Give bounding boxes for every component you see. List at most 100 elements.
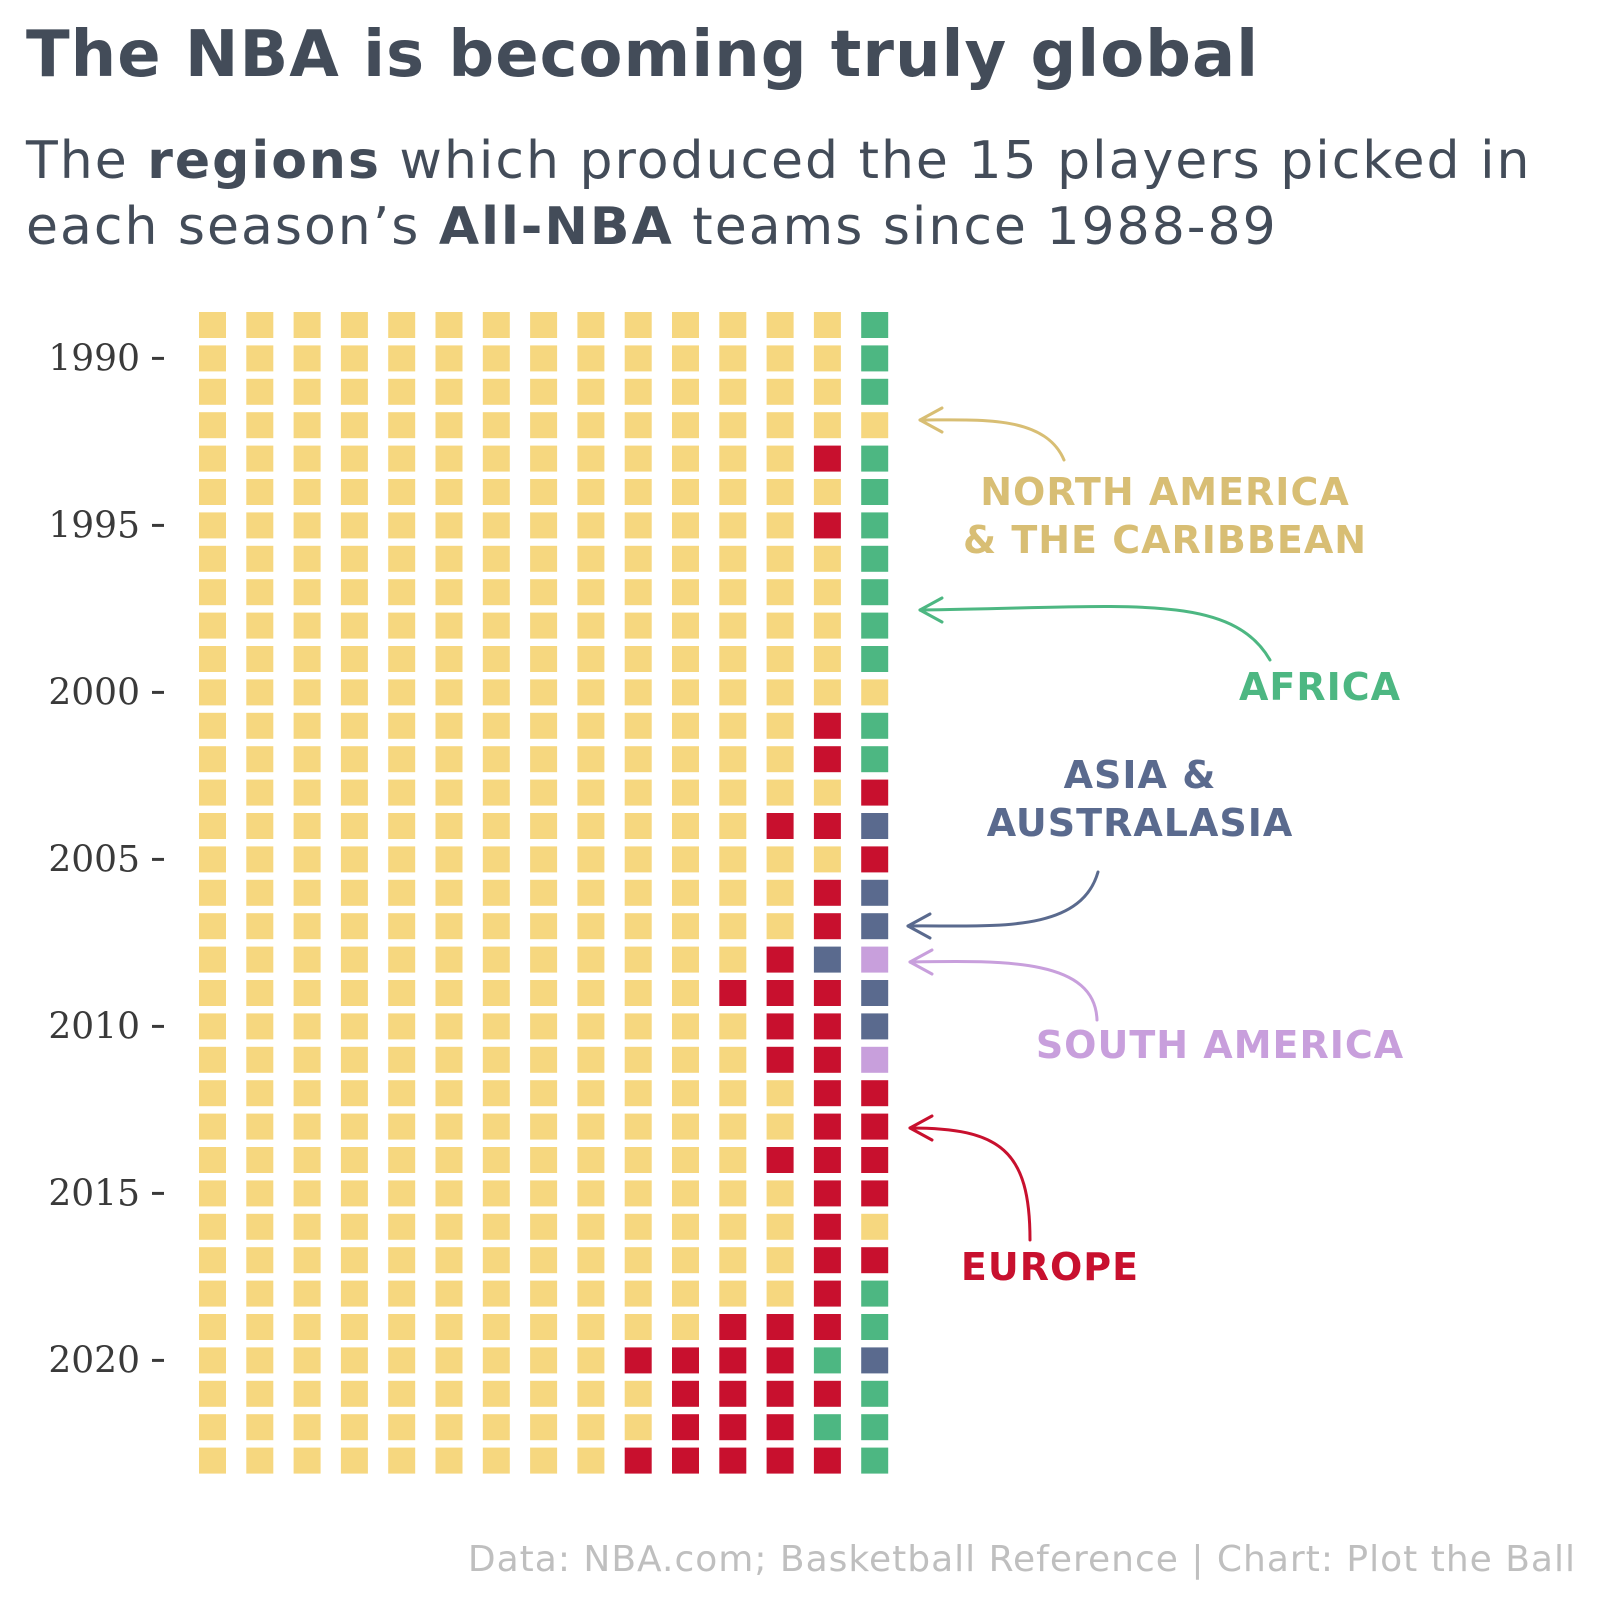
waffle-cell xyxy=(766,712,794,739)
waffle-cell xyxy=(199,479,226,505)
waffle-cell xyxy=(861,879,889,906)
waffle-cell xyxy=(435,1013,463,1040)
waffle-cell xyxy=(577,612,605,639)
waffle-cell xyxy=(435,345,463,372)
waffle-cell xyxy=(388,312,416,338)
subtitle-bold-regions: regions xyxy=(147,131,381,191)
waffle-cell xyxy=(388,712,416,739)
waffle-cell xyxy=(199,1347,226,1374)
waffle-cell xyxy=(672,1380,699,1407)
waffle-cell xyxy=(293,980,321,1006)
waffle-cell xyxy=(388,1213,416,1240)
waffle-cell xyxy=(861,579,889,606)
waffle-cell xyxy=(199,612,226,639)
waffle-cell xyxy=(719,746,747,773)
waffle-cell xyxy=(530,980,558,1006)
waffle-cell xyxy=(340,1447,368,1474)
waffle-cell xyxy=(672,879,699,906)
waffle-cell xyxy=(246,1046,274,1073)
waffle-cell xyxy=(482,412,510,439)
subtitle-text: The xyxy=(26,131,148,191)
waffle-cell xyxy=(530,946,558,973)
waffle-cell xyxy=(672,1213,699,1240)
waffle-cell xyxy=(624,1213,652,1240)
waffle-cell xyxy=(577,913,605,940)
waffle-cell xyxy=(340,1314,368,1340)
waffle-cell xyxy=(766,980,794,1006)
waffle-cell xyxy=(340,1147,368,1173)
waffle-cell xyxy=(530,1314,558,1340)
waffle-cell xyxy=(388,746,416,773)
waffle-cell xyxy=(813,1380,841,1407)
waffle-cell xyxy=(672,378,699,405)
waffle-cell xyxy=(719,879,747,906)
waffle-cell xyxy=(388,1013,416,1040)
waffle-cell xyxy=(766,312,794,338)
waffle-cell xyxy=(719,312,747,338)
waffle-cell xyxy=(813,813,841,839)
waffle-cell xyxy=(482,1080,510,1107)
waffle-cell xyxy=(719,1046,747,1073)
waffle-cell xyxy=(861,345,889,372)
waffle-cell xyxy=(719,1447,747,1474)
waffle-cell xyxy=(672,1013,699,1040)
waffle-cell xyxy=(766,512,794,539)
waffle-cell xyxy=(482,646,510,672)
waffle-cell xyxy=(482,378,510,405)
waffle-cell xyxy=(388,1414,416,1441)
waffle-cell xyxy=(577,646,605,672)
waffle-cell xyxy=(672,980,699,1006)
waffle-cell xyxy=(340,813,368,839)
waffle-cell xyxy=(861,1347,889,1374)
waffle-cell xyxy=(577,1347,605,1374)
waffle-cell xyxy=(577,512,605,539)
waffle-cell xyxy=(624,479,652,505)
waffle-cell xyxy=(293,412,321,439)
chart-title: The NBA is becoming truly global xyxy=(26,18,1260,92)
waffle-cell xyxy=(813,312,841,338)
waffle-cell xyxy=(530,679,558,706)
waffle-cell xyxy=(293,1380,321,1407)
waffle-cell xyxy=(482,1113,510,1140)
waffle-cell xyxy=(340,1280,368,1307)
waffle-cell xyxy=(672,1247,699,1274)
waffle-cell xyxy=(340,679,368,706)
waffle-cell xyxy=(624,512,652,539)
waffle-cell xyxy=(861,679,889,706)
waffle-cell xyxy=(766,1180,794,1207)
waffle-cell xyxy=(530,1080,558,1107)
waffle-cell xyxy=(482,746,510,773)
waffle-cell xyxy=(719,579,747,606)
waffle-cell xyxy=(246,445,274,472)
waffle-cell xyxy=(340,579,368,606)
waffle-cell xyxy=(530,378,558,405)
waffle-cell xyxy=(388,1147,416,1173)
waffle-cell xyxy=(861,1013,889,1040)
waffle-cell xyxy=(340,445,368,472)
waffle-cell xyxy=(624,1314,652,1340)
annotation-africa: AFRICA xyxy=(918,596,1400,709)
waffle-cell xyxy=(199,312,226,338)
waffle-cell xyxy=(388,479,416,505)
waffle-cell xyxy=(340,746,368,773)
waffle-cell xyxy=(482,980,510,1006)
waffle-cell xyxy=(435,1113,463,1140)
waffle-cell xyxy=(530,1113,558,1140)
waffle-cell xyxy=(813,512,841,539)
waffle-cell xyxy=(672,1414,699,1441)
waffle-cell xyxy=(861,813,889,839)
waffle-cell xyxy=(435,913,463,940)
waffle-cell xyxy=(388,545,416,572)
waffle-cell xyxy=(435,846,463,873)
waffle-cell xyxy=(388,1080,416,1107)
waffle-cell xyxy=(530,1013,558,1040)
waffle-cell xyxy=(388,579,416,606)
waffle-cell xyxy=(672,1180,699,1207)
waffle-cell xyxy=(340,946,368,973)
waffle-cell xyxy=(672,913,699,940)
waffle-cell xyxy=(199,1013,226,1040)
waffle-cell xyxy=(246,579,274,606)
waffle-cell xyxy=(861,1080,889,1107)
waffle-cell xyxy=(246,679,274,706)
waffle-cell xyxy=(861,646,889,672)
